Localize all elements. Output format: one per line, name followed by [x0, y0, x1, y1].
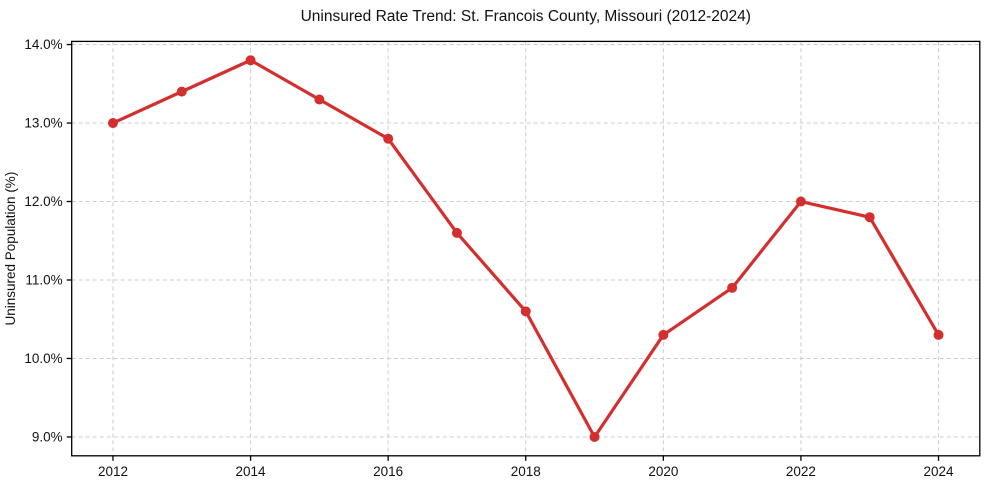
x-tick-label: 2024 [923, 464, 954, 479]
y-tick-label: 10.0% [24, 351, 62, 366]
x-tick-label: 2016 [373, 464, 403, 479]
chart-title: Uninsured Rate Trend: St. Francois Count… [301, 8, 751, 25]
x-tick-label: 2022 [786, 464, 816, 479]
data-point-marker [589, 431, 600, 442]
data-point-marker [451, 227, 462, 238]
y-tick-label: 11.0% [25, 272, 62, 287]
y-axis-label: Uninsured Population (%) [3, 172, 18, 326]
axes: 2012 2014 2016 2018 2020 2022 2024 9.0% 10.0% 11.… [24, 37, 981, 479]
x-tick-label: 2014 [236, 464, 267, 479]
data-point-marker [314, 94, 325, 105]
data-point-marker [795, 196, 806, 207]
x-tick-label: 2012 [98, 464, 128, 479]
data-point-marker [245, 55, 256, 66]
data-point-marker [864, 212, 875, 223]
y-tick-label: 14.0% [24, 37, 62, 52]
data-point-marker [933, 329, 944, 340]
data-point-marker [520, 306, 531, 317]
x-tick-label: 2020 [648, 464, 678, 479]
data-point-marker [107, 118, 118, 129]
data-point-marker [176, 86, 187, 97]
data-point-marker [658, 329, 669, 340]
grid [71, 41, 980, 456]
x-tick-label: 2018 [511, 464, 541, 479]
y-tick-label: 13.0% [24, 116, 62, 131]
data-point-marker [727, 282, 738, 293]
y-tick-label: 12.0% [24, 194, 62, 209]
data-point-marker [383, 133, 394, 144]
trend-line-series [107, 55, 944, 442]
y-tick-label: 9.0% [32, 429, 63, 444]
